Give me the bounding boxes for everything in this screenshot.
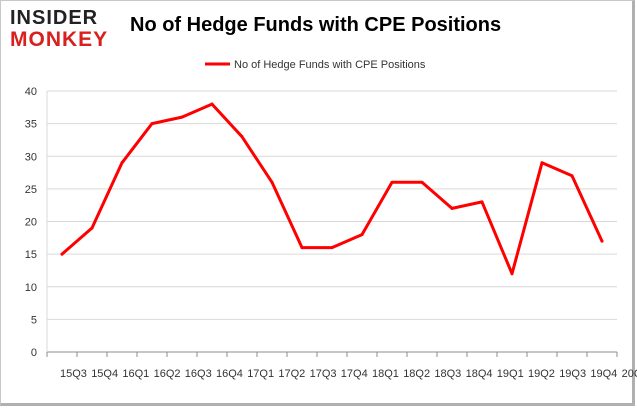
logo-line-1: INSIDER xyxy=(10,7,99,29)
y-tick-label: 25 xyxy=(25,184,37,196)
series-group xyxy=(60,102,604,276)
x-tick-label: 20Q1 xyxy=(622,368,637,380)
x-tick-label: 18Q3 xyxy=(434,368,461,380)
data-point xyxy=(480,200,484,204)
data-point xyxy=(120,161,124,165)
legend-label: No of Hedge Funds with CPE Positions xyxy=(234,59,426,71)
chart-title: No of Hedge Funds with CPE Positions xyxy=(130,14,502,36)
data-point xyxy=(330,246,334,250)
data-point xyxy=(90,226,94,230)
y-tick-label: 30 xyxy=(25,151,37,163)
y-tick-label: 0 xyxy=(31,347,37,359)
x-tick-label: 15Q4 xyxy=(91,368,118,380)
x-tick-label: 16Q2 xyxy=(154,368,181,380)
data-point xyxy=(180,115,184,119)
x-tick-label: 15Q3 xyxy=(60,368,87,380)
y-tick-label: 35 xyxy=(25,119,37,131)
data-point xyxy=(420,180,424,184)
data-point xyxy=(150,122,154,126)
x-tick-label: 16Q4 xyxy=(216,368,243,380)
y-tick-label: 5 xyxy=(31,314,37,326)
x-tick-label: 18Q2 xyxy=(403,368,430,380)
data-point xyxy=(450,206,454,210)
y-axis-ticks: 0 5 10 15 20 25 30 35 40 xyxy=(25,86,37,359)
gridlines xyxy=(47,90,617,320)
data-point xyxy=(540,161,544,165)
x-tick-label: 17Q2 xyxy=(278,368,305,380)
logo-line-2: MONKEY xyxy=(10,28,109,51)
y-tick-label: 10 xyxy=(25,282,37,294)
data-point xyxy=(600,239,604,243)
data-point xyxy=(570,174,574,178)
y-tick-label: 15 xyxy=(25,249,37,261)
x-axis-ticks: 15Q3 15Q4 16Q1 16Q2 16Q3 16Q4 17Q1 17Q2 17Q3 17Q4… xyxy=(46,352,637,380)
x-tick-label: 19Q2 xyxy=(528,368,555,380)
data-point xyxy=(300,246,304,250)
y-tick-label: 40 xyxy=(25,86,37,98)
x-tick-label: 17Q3 xyxy=(310,368,337,380)
axes xyxy=(46,91,617,353)
legend: No of Hedge Funds with CPE Positions xyxy=(205,59,426,71)
data-point xyxy=(360,233,364,237)
y-tick-label: 20 xyxy=(25,217,37,229)
x-tick-label: 17Q4 xyxy=(341,368,368,380)
insider-monkey-logo: INSIDER MONKEY xyxy=(10,7,109,53)
data-point xyxy=(510,272,514,276)
data-point xyxy=(270,180,274,184)
x-tick-label: 18Q1 xyxy=(372,368,399,380)
x-tick-label: 18Q4 xyxy=(466,368,493,380)
x-tick-label: 19Q1 xyxy=(497,368,524,380)
x-tick-label: 19Q3 xyxy=(559,368,586,380)
data-point xyxy=(210,102,214,106)
x-tick-label: 19Q4 xyxy=(590,368,617,380)
x-tick-label: 17Q1 xyxy=(247,368,274,380)
data-point xyxy=(240,135,244,139)
data-point xyxy=(390,180,394,184)
data-point xyxy=(60,252,64,256)
x-tick-label: 16Q3 xyxy=(185,368,212,380)
x-tick-label: 16Q1 xyxy=(122,368,149,380)
